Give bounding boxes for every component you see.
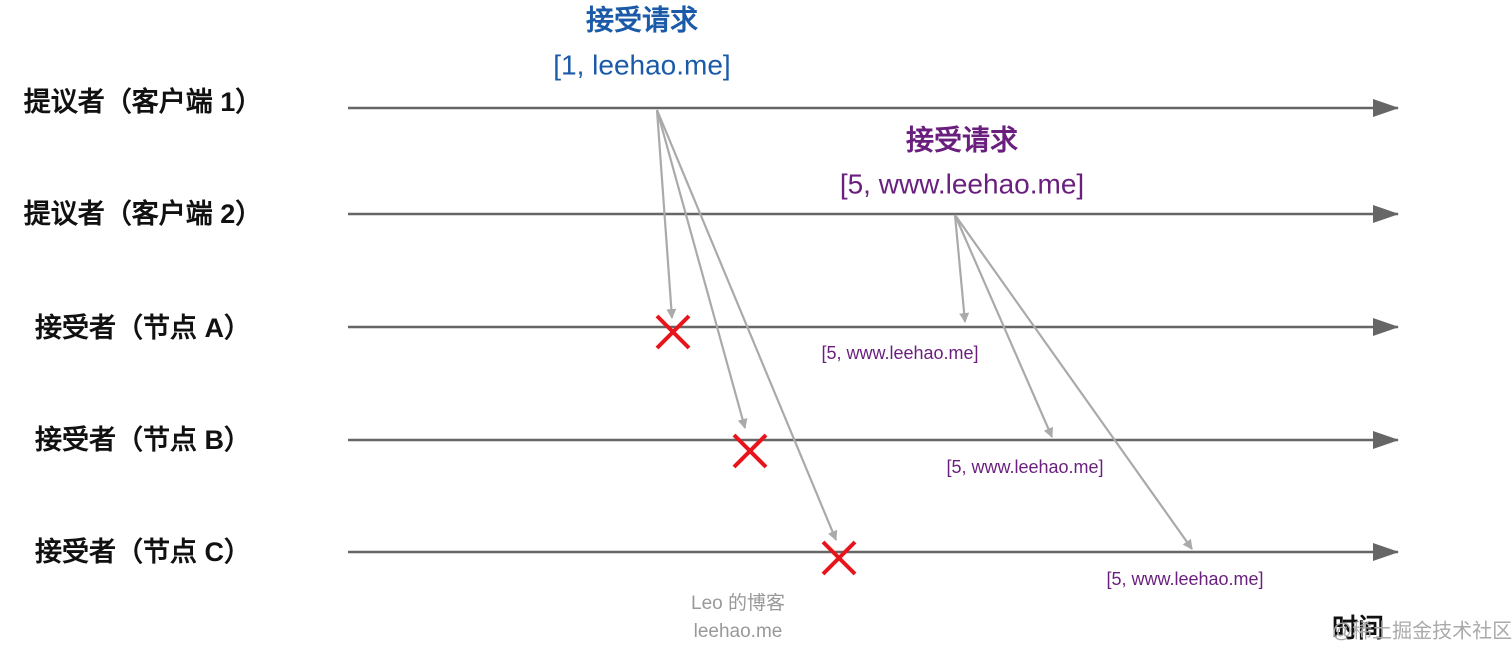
arrow <box>954 214 1193 550</box>
request-1: 接受请求 [1, leehao.me] <box>553 4 730 80</box>
arrow <box>953 214 970 323</box>
arrow <box>655 109 748 429</box>
messages <box>655 109 1193 550</box>
lane-label: 接受者（节点 C） <box>35 536 251 567</box>
watermark: Leo 的博客 <box>691 592 785 614</box>
request-title: 接受请求 <box>586 4 698 35</box>
timelines <box>348 99 1399 561</box>
arrow <box>655 109 677 319</box>
time-label: 时间 <box>1332 613 1384 643</box>
lane-label: 接受者（节点 B） <box>35 424 251 455</box>
site-watermark: @稀土掘金技术社区 <box>1332 619 1512 642</box>
request-title: 接受请求 <box>906 124 1018 155</box>
reject-mark <box>821 540 857 576</box>
reject-mark <box>732 433 768 469</box>
lane-label: 接受者（节点 A） <box>35 312 251 343</box>
request-proposal: [5, www.leehao.me] <box>840 168 1084 199</box>
accepted-label: [5, www.leehao.me] <box>821 343 978 363</box>
request-proposal: [1, leehao.me] <box>553 49 730 80</box>
lane-label: 提议者（客户端 2） <box>24 198 263 229</box>
rejections <box>655 314 857 576</box>
accepted-label: [5, www.leehao.me] <box>946 457 1103 477</box>
arrow <box>953 214 1054 438</box>
lane-labels: 提议者（客户端 1） 提议者（客户端 2） 接受者（节点 A） 接受者（节点 B… <box>24 86 263 567</box>
accepted-label: [5, www.leehao.me] <box>1106 569 1263 589</box>
lane-label: 提议者（客户端 1） <box>24 86 263 117</box>
reject-mark <box>655 314 691 350</box>
arrow <box>655 109 838 541</box>
accepted-labels: [5, www.leehao.me] [5, www.leehao.me] [5… <box>821 343 1263 589</box>
request-2: 接受请求 [5, www.leehao.me] <box>840 124 1084 199</box>
watermark: leehao.me <box>694 621 783 642</box>
